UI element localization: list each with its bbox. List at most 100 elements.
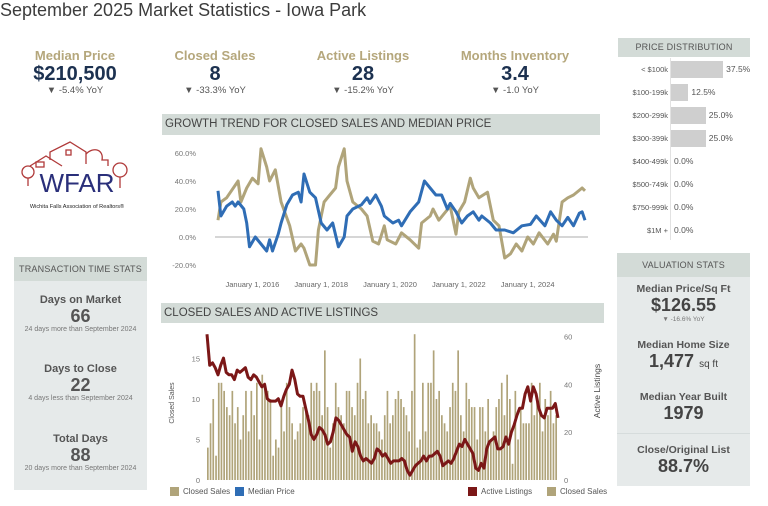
- closed-sales-bar: [549, 390, 552, 480]
- closed-sales-bar: [343, 423, 345, 480]
- stat-note: 4 days less than September 2024: [28, 395, 133, 402]
- price-range-value: 12.5%: [691, 87, 716, 97]
- closed-sales-bar: [209, 423, 212, 480]
- price-range-value: 0.0%: [674, 225, 694, 235]
- closed-sales-bar: [462, 431, 465, 480]
- closed-sales-bar: [536, 399, 538, 480]
- closed-sales-bar: [487, 399, 489, 480]
- kpi-value: 3.4: [501, 63, 529, 85]
- stat-value: 22: [70, 375, 91, 395]
- divider: [617, 433, 750, 434]
- stat-value: 88.7%: [657, 456, 710, 476]
- kpi-yoy: ▼ -15.2% YoY: [332, 85, 394, 96]
- closed-sales-bar: [215, 455, 217, 480]
- closed-sales-bar: [511, 463, 514, 480]
- price-range-label: $100-199k: [632, 88, 668, 97]
- closed-sales-bar: [449, 407, 451, 480]
- x-tick-label: January 1, 2024: [501, 280, 555, 289]
- price-range-value: 25.0%: [708, 110, 733, 120]
- closed-sales-bar: [239, 439, 242, 480]
- stat-home-size: Median Home Size 1,477 sq ft: [617, 339, 750, 375]
- closed-sales-bar: [451, 382, 454, 480]
- y-right-tick-label: 60: [564, 333, 572, 342]
- closed-sales-bar: [500, 382, 503, 480]
- closed-sales-growth-line: [216, 147, 587, 267]
- closed-sales-bar: [522, 423, 525, 480]
- closed-sales-bar: [302, 407, 304, 480]
- stat-days-to-close: Days to Close 22 4 days less than Septem…: [14, 363, 147, 402]
- closed-sales-bar: [506, 374, 508, 480]
- legend-item-closed-sales-right: Closed Sales: [547, 487, 607, 496]
- y-tick-label: 40.0%: [175, 177, 197, 186]
- closed-sales-bar: [397, 390, 400, 480]
- closed-sales-bar: [498, 399, 500, 480]
- closed-sales-bar: [277, 447, 280, 480]
- closed-sales-bar: [435, 399, 438, 480]
- y-right-axis-title: Active Listings: [592, 364, 602, 418]
- y-right-tick-label: 20: [564, 428, 572, 437]
- closed-sales-bar: [441, 415, 443, 480]
- closed-sales-bar: [446, 431, 449, 480]
- closed-sales-bar: [253, 415, 255, 480]
- price-range-label: < $100k: [641, 65, 668, 74]
- closed-sales-bar: [473, 407, 476, 480]
- closed-sales-bar: [288, 407, 291, 480]
- x-tick-label: January 1, 2016: [226, 280, 280, 289]
- closed-sales-bar: [245, 390, 247, 480]
- closed-sales-bar: [443, 423, 446, 480]
- kpi-yoy: ▼ -5.4% YoY: [46, 85, 104, 96]
- stat-label: Days on Market: [39, 294, 122, 306]
- closed-sales-bar: [424, 431, 427, 480]
- closed-sales-bar: [525, 423, 527, 480]
- kpi-value: 28: [351, 63, 375, 85]
- closed-sales-bar: [296, 431, 299, 480]
- y-left-tick-label: 0: [196, 476, 200, 485]
- price-range-bar: [671, 61, 724, 78]
- kpi-yoy: ▼ -1.0 YoY: [491, 85, 539, 96]
- closed-sales-bar: [533, 415, 536, 480]
- closed-sales-bar: [266, 390, 269, 480]
- kpi-value: 8: [209, 63, 221, 85]
- legend-swatch: [547, 487, 556, 496]
- closed-sales-bar: [337, 407, 340, 480]
- closed-sales-bar: [470, 407, 473, 480]
- closed-sales-bar: [359, 358, 362, 480]
- closed-sales-bar: [329, 447, 332, 480]
- closed-sales-bar: [318, 390, 321, 480]
- closed-sales-bar: [226, 407, 228, 480]
- closed-sales-bar: [247, 431, 250, 480]
- closed-sales-bar: [517, 439, 519, 480]
- closed-sales-bar: [264, 382, 266, 480]
- median-price-growth-line: [216, 172, 587, 253]
- closed-sales-bar: [386, 390, 389, 480]
- closed-sales-bar: [307, 415, 310, 480]
- y-left-tick-label: 15: [192, 355, 200, 364]
- houses-logo-icon: WFAR Wichita Falls Association of Realto…: [21, 141, 128, 210]
- closed-sales-bar: [228, 415, 231, 480]
- closed-sales-bar: [234, 423, 236, 480]
- closed-sales-bar: [220, 382, 223, 480]
- stat-year-built: Median Year Built 1979: [617, 391, 750, 424]
- y-left-tick-label: 10: [192, 395, 200, 404]
- closed-sales-bar: [261, 374, 264, 480]
- kpi-label: Median Price: [34, 48, 116, 63]
- transaction-panel: [14, 257, 147, 490]
- closed-sales-bar: [454, 390, 457, 480]
- price-range-label: $200-299k: [632, 111, 668, 120]
- kpi-active-listings: Active Listings 28 ▼ -15.2% YoY: [288, 48, 438, 96]
- closed-sales-bar: [324, 350, 326, 480]
- legend-item-active-listings: Active Listings: [468, 487, 532, 496]
- closed-sales-bar: [299, 423, 302, 480]
- price-range-label: $500-749k: [632, 180, 668, 189]
- legend-item-median-price: Median Price: [235, 487, 295, 496]
- closed-sales-bar: [402, 407, 405, 480]
- closed-sales-bar: [367, 423, 370, 480]
- closed-sales-bar: [275, 439, 277, 480]
- closed-sales-bar: [400, 399, 402, 480]
- growth-chart-header: GROWTH TREND FOR CLOSED SALES AND MEDIAN…: [162, 114, 600, 135]
- closed-sales-bar: [223, 390, 225, 480]
- price-distribution-header: PRICE DISTRIBUTION: [618, 38, 750, 57]
- kpi-median-price: Median Price $210,500 ▼ -5.4% YoY: [0, 48, 150, 96]
- price-range-value: 37.5%: [726, 64, 751, 74]
- valuation-header: VALUATION STATS: [617, 253, 750, 277]
